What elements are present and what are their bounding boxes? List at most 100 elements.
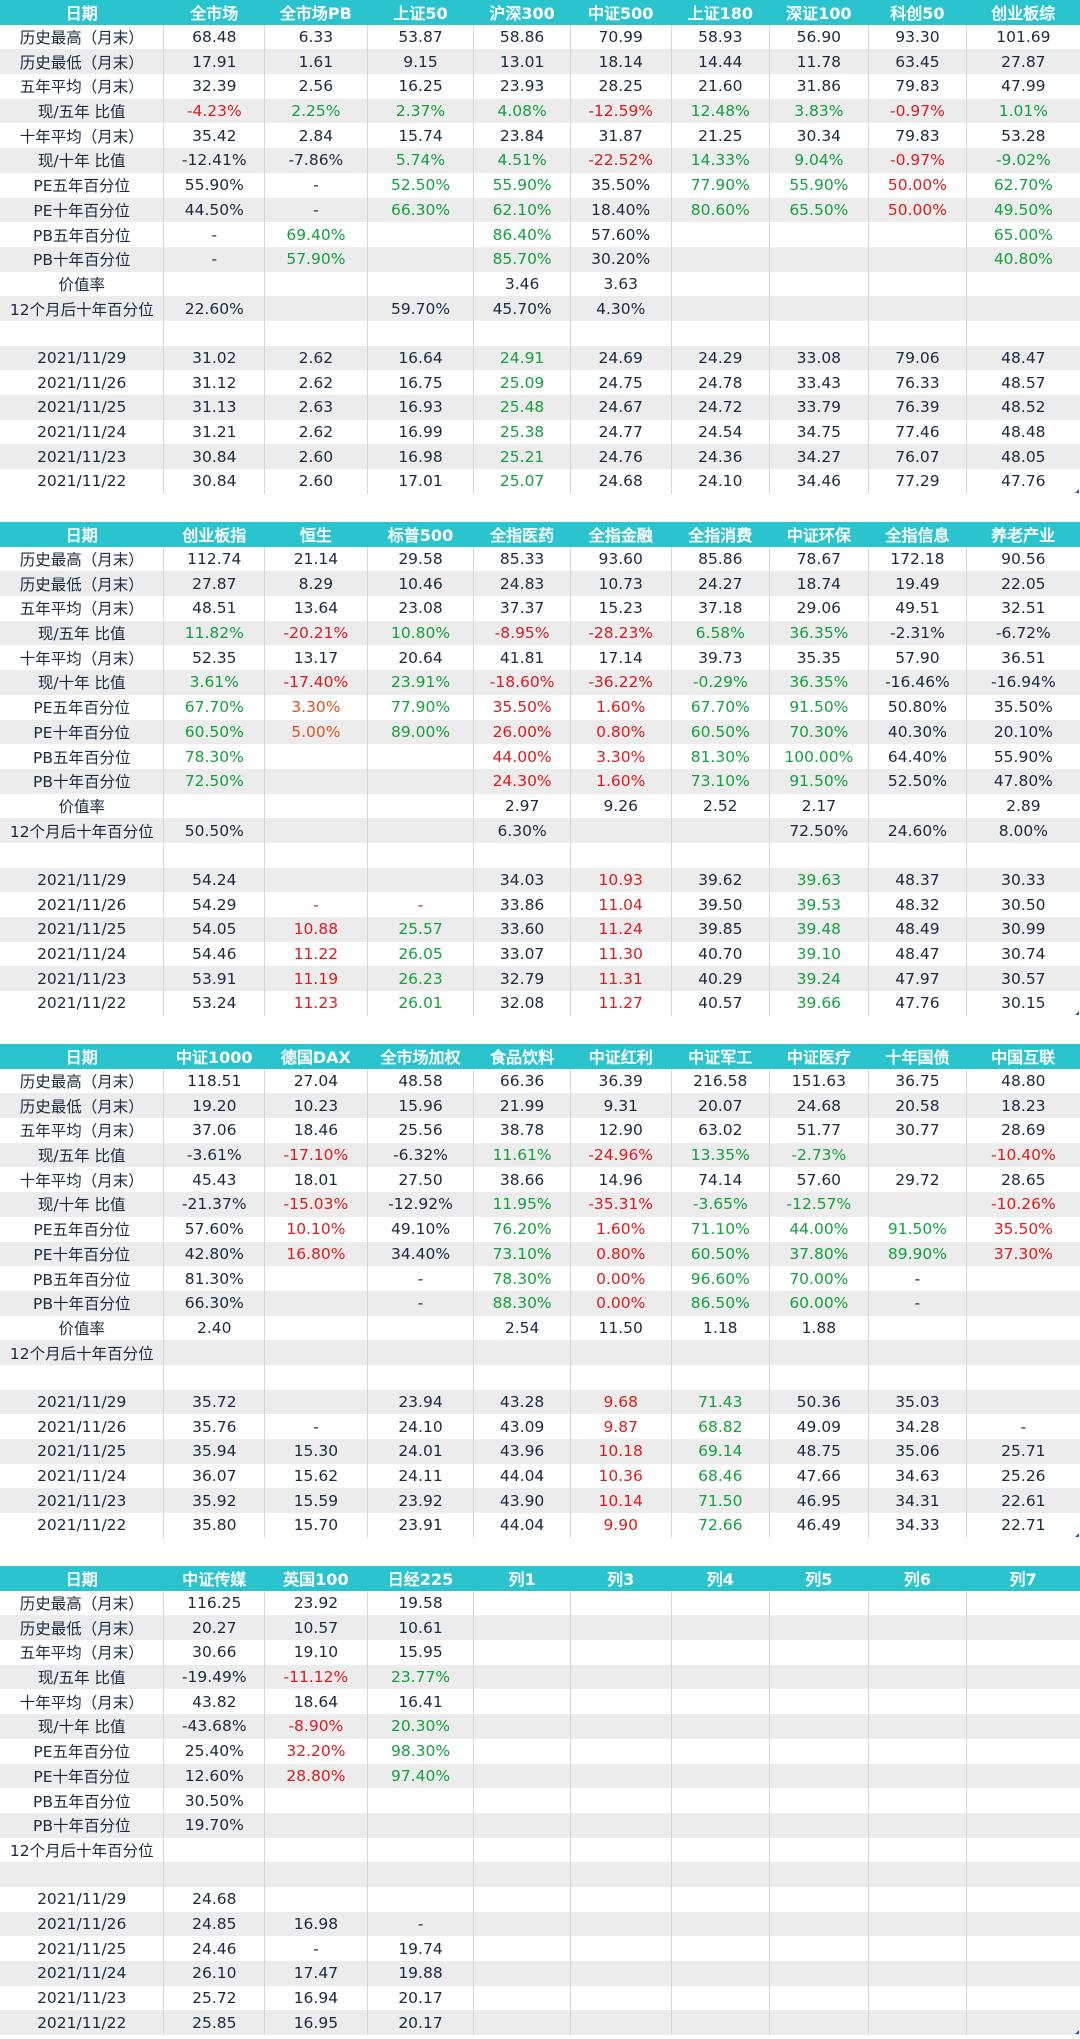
table-cell[interactable] bbox=[769, 1340, 869, 1365]
table-cell[interactable]: 18.14 bbox=[570, 49, 672, 75]
table-cell[interactable] bbox=[868, 1364, 968, 1390]
table-cell[interactable] bbox=[671, 1664, 771, 1690]
table-cell[interactable]: 34.63 bbox=[868, 1463, 968, 1489]
table-cell[interactable]: 1.61 bbox=[264, 49, 368, 75]
table-cell[interactable]: -0.29% bbox=[671, 670, 771, 695]
table-cell[interactable] bbox=[769, 1886, 869, 1912]
table-cell[interactable] bbox=[769, 1615, 869, 1641]
table-cell[interactable] bbox=[570, 1985, 672, 2011]
table-cell[interactable] bbox=[769, 1936, 869, 1961]
table-cell[interactable]: 50.36 bbox=[769, 1389, 869, 1415]
table-cell[interactable] bbox=[264, 1389, 368, 1415]
table-cell[interactable] bbox=[163, 1837, 266, 1863]
table-cell[interactable]: 2.84 bbox=[264, 123, 368, 149]
column-header[interactable]: 食品饮料 bbox=[473, 1044, 571, 1069]
table-cell[interactable]: -6.32% bbox=[367, 1142, 475, 1168]
row-label-cell[interactable]: 2021/11/26 bbox=[0, 1911, 165, 1937]
table-cell[interactable]: 72.50% bbox=[163, 768, 266, 794]
row-label-cell[interactable]: PB五年百分位 bbox=[0, 222, 165, 247]
table-cell[interactable]: 23.08 bbox=[367, 596, 475, 621]
table-cell[interactable] bbox=[570, 1961, 672, 1986]
row-label-cell[interactable]: 2021/11/24 bbox=[0, 941, 165, 967]
table-cell[interactable]: 30.33 bbox=[966, 867, 1080, 893]
table-cell[interactable]: 9.68 bbox=[570, 1389, 672, 1415]
table-cell[interactable] bbox=[671, 1714, 771, 1739]
column-header[interactable]: 养老产业 bbox=[966, 522, 1080, 547]
column-header[interactable]: 英国100 bbox=[264, 1566, 368, 1591]
table-cell[interactable]: 11.50 bbox=[570, 1315, 672, 1341]
table-cell[interactable]: 27.04 bbox=[264, 1068, 368, 1094]
table-cell[interactable]: 47.76 bbox=[868, 991, 968, 1016]
table-cell[interactable]: 53.87 bbox=[367, 24, 475, 50]
table-cell[interactable]: 49.50% bbox=[966, 197, 1080, 223]
column-header[interactable]: 全指消费 bbox=[671, 522, 771, 547]
table-cell[interactable]: 2.52 bbox=[671, 793, 771, 819]
row-label-cell[interactable]: PE五年百分位 bbox=[0, 1738, 165, 1764]
table-cell[interactable]: 72.66 bbox=[671, 1513, 771, 1538]
table-cell[interactable]: 16.94 bbox=[264, 1985, 368, 2011]
table-resize-handle-icon[interactable] bbox=[1075, 1533, 1079, 1537]
table-cell[interactable]: 15.95 bbox=[367, 1640, 475, 1665]
row-label-cell[interactable]: 2021/11/29 bbox=[0, 1389, 165, 1415]
table-cell[interactable]: 30.77 bbox=[868, 1118, 968, 1143]
table-cell[interactable]: 0.00% bbox=[570, 1290, 672, 1316]
table-cell[interactable] bbox=[967, 321, 1080, 346]
table-cell[interactable]: 15.23 bbox=[570, 596, 672, 621]
table-cell[interactable]: 10.23 bbox=[264, 1093, 368, 1119]
table-cell[interactable]: 36.39 bbox=[570, 1068, 672, 1094]
table-cell[interactable]: 16.64 bbox=[367, 345, 475, 371]
table-cell[interactable]: 19.58 bbox=[367, 1590, 475, 1616]
table-cell[interactable] bbox=[671, 842, 771, 868]
row-label-cell[interactable]: 十年平均（月末） bbox=[0, 645, 165, 671]
table-cell[interactable] bbox=[967, 1266, 1080, 1291]
table-cell[interactable]: 70.00% bbox=[769, 1266, 869, 1291]
table-cell[interactable]: 93.30 bbox=[868, 24, 968, 50]
table-cell[interactable]: 34.40% bbox=[367, 1241, 475, 1267]
table-cell[interactable]: -43.68% bbox=[163, 1714, 266, 1739]
table-cell[interactable]: 0.80% bbox=[570, 719, 672, 745]
table-cell[interactable]: 24.68 bbox=[163, 1886, 266, 1912]
table-cell[interactable]: 35.50% bbox=[570, 172, 672, 198]
table-cell[interactable] bbox=[570, 1862, 672, 1887]
table-cell[interactable] bbox=[367, 842, 475, 868]
table-cell[interactable]: 17.14 bbox=[570, 645, 672, 671]
row-label-cell[interactable]: PE五年百分位 bbox=[0, 1216, 165, 1242]
table-cell[interactable]: 151.63 bbox=[769, 1068, 869, 1094]
table-cell[interactable]: -6.72% bbox=[966, 620, 1080, 646]
table-cell[interactable]: 56.90 bbox=[769, 24, 869, 50]
row-label-cell[interactable]: 2021/11/26 bbox=[0, 370, 165, 395]
table-cell[interactable] bbox=[264, 768, 368, 794]
table-cell[interactable]: 26.10 bbox=[163, 1961, 266, 1986]
table-cell[interactable]: 58.86 bbox=[473, 24, 571, 50]
table-cell[interactable]: 2.63 bbox=[264, 395, 368, 420]
table-cell[interactable]: 26.05 bbox=[367, 941, 475, 967]
column-header[interactable]: 中国互联 bbox=[966, 1044, 1080, 1069]
table-cell[interactable] bbox=[671, 1812, 771, 1838]
table-cell[interactable] bbox=[264, 793, 368, 819]
table-cell[interactable]: 9.87 bbox=[570, 1414, 672, 1439]
table-cell[interactable]: 24.69 bbox=[570, 345, 672, 371]
table-cell[interactable]: -15.03% bbox=[264, 1192, 368, 1217]
table-cell[interactable] bbox=[868, 296, 968, 321]
table-cell[interactable]: 88.30% bbox=[473, 1290, 571, 1316]
table-cell[interactable] bbox=[868, 1886, 968, 1912]
table-cell[interactable] bbox=[367, 1788, 475, 1813]
table-cell[interactable] bbox=[967, 1689, 1080, 1714]
table-cell[interactable]: 15.62 bbox=[264, 1463, 368, 1489]
table-cell[interactable]: 19.49 bbox=[868, 571, 968, 597]
table-cell[interactable] bbox=[264, 1340, 368, 1365]
column-header[interactable]: 日期 bbox=[0, 0, 165, 25]
table-cell[interactable] bbox=[868, 1689, 968, 1715]
table-cell[interactable]: 70.30% bbox=[769, 719, 869, 745]
row-label-cell[interactable]: 2021/11/29 bbox=[0, 345, 165, 371]
table-cell[interactable]: 68.82 bbox=[671, 1414, 771, 1439]
table-cell[interactable]: 24.11 bbox=[367, 1463, 475, 1489]
table-cell[interactable]: 79.06 bbox=[868, 345, 968, 371]
table-cell[interactable] bbox=[473, 1640, 571, 1665]
table-cell[interactable]: 17.01 bbox=[367, 469, 475, 494]
table-cell[interactable] bbox=[966, 296, 1080, 321]
table-cell[interactable] bbox=[967, 843, 1080, 868]
column-header[interactable]: 全市场 bbox=[163, 0, 266, 25]
table-cell[interactable]: 24.67 bbox=[570, 395, 672, 420]
table-cell[interactable]: 65.00% bbox=[993, 225, 1053, 244]
